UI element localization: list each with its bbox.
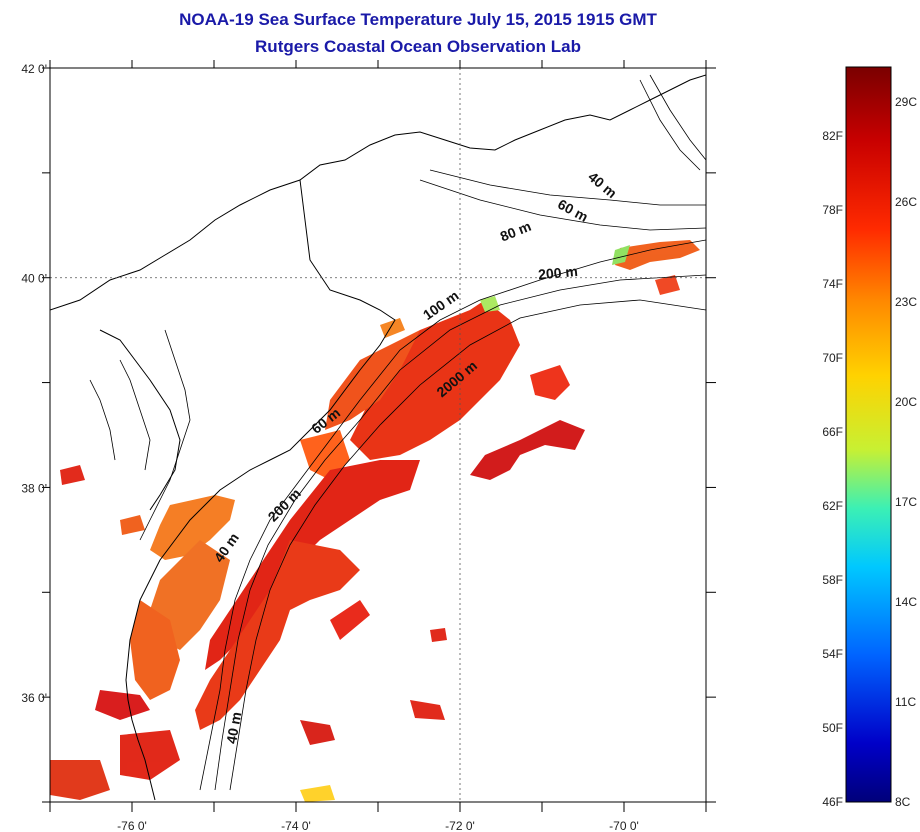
colorbar-f-label: 66F — [822, 425, 843, 439]
colorbar-c-label: 17C — [895, 495, 917, 509]
colorbar-c-label: 20C — [895, 395, 917, 409]
colorbar-f-label: 46F — [822, 795, 843, 809]
colorbar-f-label: 58F — [822, 573, 843, 587]
colorbar-f-label: 82F — [822, 129, 843, 143]
colorbar-c-label: 26C — [895, 195, 917, 209]
lon-tick-label: -72 0' — [445, 819, 475, 832]
colorbar-c-label: 14C — [895, 595, 917, 609]
lat-tick-label: 36 0' — [21, 691, 47, 705]
latitude-axis: 42 0' 40 0' 38 0' 36 0' — [21, 62, 716, 803]
colorbar-c-label: 8C — [895, 795, 911, 809]
colorbar-c-label: 11C — [895, 695, 916, 709]
colorbar-celsius-labels: 29C 26C 23C 20C 17C 14C 11C 8C — [895, 95, 917, 809]
longitude-axis: -76 0' -74 0' -72 0' -70 0' — [49, 60, 707, 832]
lat-tick-label: 42 0' — [21, 62, 47, 76]
isobath-label: 200 m — [537, 263, 578, 282]
isobaths — [199, 74, 706, 791]
colorbar-f-label: 54F — [822, 647, 843, 661]
lon-tick-label: -70 0' — [609, 819, 639, 832]
colorbar-c-label: 29C — [895, 95, 917, 109]
isobath-label: 40 m — [211, 530, 242, 565]
colorbar-f-label: 74F — [822, 277, 843, 291]
map-subtitle: Rutgers Coastal Ocean Observation Lab — [255, 37, 581, 56]
chesapeake-bay — [89, 329, 191, 541]
colorbar-fahrenheit-labels: 82F 78F 74F 70F 66F 62F 58F 54F 50F 46F — [822, 129, 843, 809]
map-title: NOAA-19 Sea Surface Temperature July 15,… — [179, 10, 657, 29]
isobath-label: 80 m — [498, 218, 534, 245]
colorbar-gradient — [845, 66, 892, 803]
lon-tick-label: -74 0' — [281, 819, 311, 832]
isobath-label: 40 m — [585, 168, 620, 201]
sst-patches — [50, 240, 700, 802]
colorbar-f-label: 50F — [822, 721, 843, 735]
colorbar: 82F 78F 74F 70F 66F 62F 58F 54F 50F 46F 29C 26C 23C… — [822, 66, 917, 809]
isobath-label: 40 m — [223, 711, 244, 745]
colorbar-f-label: 62F — [822, 499, 843, 513]
colorbar-f-label: 70F — [822, 351, 843, 365]
colorbar-c-label: 23C — [895, 295, 917, 309]
lat-tick-label: 38 0' — [21, 481, 47, 495]
coastline — [50, 74, 706, 801]
lat-tick-label: 40 0' — [21, 272, 47, 286]
lon-tick-label: -76 0' — [117, 819, 147, 832]
colorbar-f-label: 78F — [822, 203, 843, 217]
